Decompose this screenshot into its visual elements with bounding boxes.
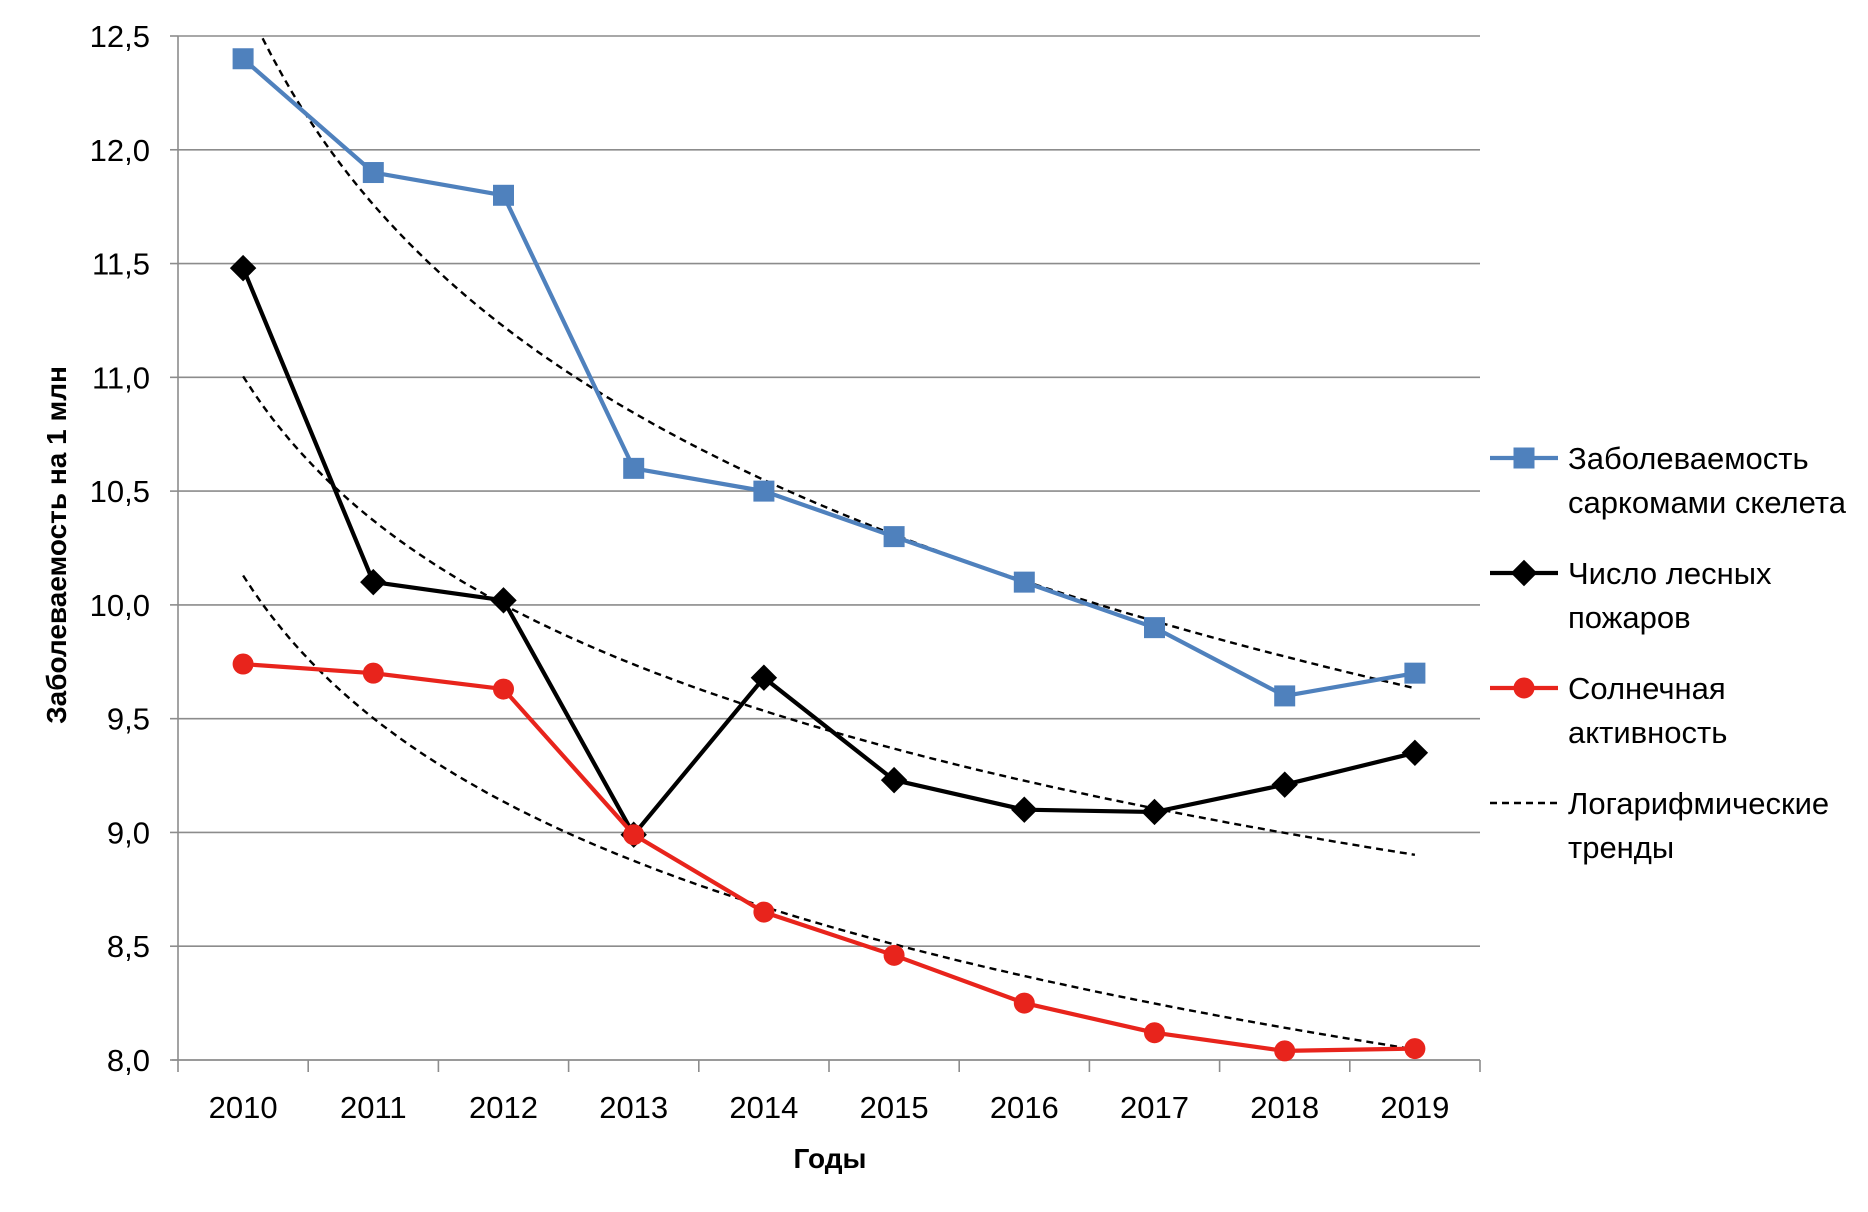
- data-point: [880, 766, 908, 794]
- x-tick-label: 2017: [1120, 1090, 1189, 1125]
- y-tick-label: 10,0: [90, 588, 150, 623]
- data-point: [362, 162, 384, 184]
- data-point: [360, 568, 387, 596]
- series-line: [242, 662, 1415, 1054]
- y-tick-label: 11,5: [92, 247, 150, 282]
- legend-label: Солнечная: [1568, 671, 1726, 706]
- legend-item: Солнечная активность: [1490, 671, 1727, 750]
- series: [229, 48, 1429, 1062]
- trendline: [242, 574, 1416, 1051]
- axes: 8,0 8,5 9,0 9,5 10,0 10,5 11,0 11,5 12,0 12,5 2010…: [90, 19, 1481, 1125]
- legend-label: пожаров: [1568, 600, 1691, 635]
- legend-label: Число лесных: [1568, 556, 1772, 591]
- x-tick-label: 2014: [729, 1090, 798, 1125]
- x-tick-label: 2010: [209, 1090, 278, 1125]
- data-point: [1144, 1022, 1165, 1044]
- data-point: [232, 48, 254, 70]
- data-point: [1271, 771, 1298, 798]
- legend-label: Заболеваемость: [1568, 441, 1809, 476]
- data-point: [1404, 1038, 1426, 1060]
- y-tick-label: 8,5: [107, 929, 150, 964]
- y-tick-label: 8,0: [107, 1043, 150, 1078]
- x-axis-title: Годы: [794, 1143, 867, 1174]
- legend-label: Логарифмические: [1568, 786, 1829, 821]
- x-tick-label: 2013: [599, 1090, 668, 1125]
- data-point: [623, 824, 645, 846]
- x-tick-label: 2015: [860, 1090, 929, 1125]
- data-point: [1401, 739, 1429, 767]
- data-point: [1513, 677, 1535, 699]
- series-group: [232, 48, 1426, 707]
- grid: [178, 35, 1480, 1061]
- y-tick-label: 10,5: [90, 474, 150, 509]
- data-point: [1011, 796, 1038, 823]
- data-point: [490, 587, 517, 614]
- legend-item: Логарифмические тренды: [1490, 786, 1829, 865]
- data-point: [883, 526, 905, 548]
- x-tick-label: 2016: [990, 1090, 1059, 1125]
- data-point: [753, 480, 775, 502]
- data-point: [883, 944, 905, 966]
- data-point: [493, 184, 514, 206]
- series-group: [229, 254, 1429, 848]
- legend-item: Заболеваемость саркомами скелета: [1490, 441, 1847, 520]
- series-line: [241, 57, 1416, 699]
- series-line: [241, 267, 1416, 837]
- x-tick-label: 2012: [469, 1090, 538, 1125]
- data-point: [1013, 992, 1035, 1014]
- data-point: [1513, 447, 1535, 469]
- legend-label: саркомами скелета: [1568, 485, 1847, 520]
- trendlines: [242, 37, 1416, 1051]
- legend-label: активность: [1568, 715, 1727, 750]
- trendline: [242, 375, 1416, 856]
- data-point: [1510, 559, 1538, 587]
- data-point: [232, 653, 254, 675]
- y-tick-label: 12,5: [90, 19, 150, 54]
- legend: Заболеваемость саркомами скелета Число лес…: [1490, 441, 1847, 865]
- series-group: [232, 653, 1426, 1062]
- data-point: [1274, 685, 1296, 707]
- x-tick-label: 2018: [1250, 1090, 1319, 1125]
- legend-item: Число лесных пожаров: [1490, 556, 1772, 635]
- data-point: [750, 664, 778, 691]
- data-point: [753, 901, 775, 923]
- x-tick-label: 2019: [1380, 1090, 1449, 1125]
- data-point: [1141, 798, 1168, 826]
- legend-label: тренды: [1568, 830, 1674, 865]
- trendline: [261, 37, 1416, 690]
- data-point: [1013, 571, 1035, 593]
- data-point: [1274, 1040, 1296, 1062]
- y-tick-label: 12,0: [90, 133, 150, 168]
- data-point: [229, 254, 257, 282]
- data-point: [493, 678, 514, 700]
- y-axis-title: Заболеваемость на 1 млн: [41, 366, 72, 724]
- data-point: [1404, 662, 1426, 684]
- y-tick-label: 11,0: [92, 360, 150, 395]
- data-point: [623, 457, 645, 479]
- data-point: [362, 662, 384, 684]
- y-tick-label: 9,5: [107, 702, 150, 737]
- x-tick-label: 2011: [340, 1090, 407, 1125]
- data-point: [1144, 617, 1165, 639]
- y-tick-label: 9,0: [107, 815, 150, 850]
